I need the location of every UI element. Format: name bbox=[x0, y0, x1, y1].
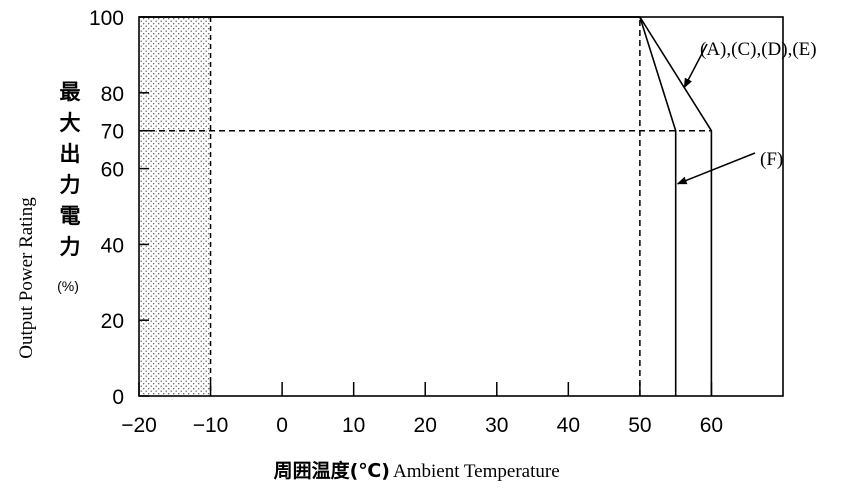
x-tick-label: −10 bbox=[193, 414, 229, 437]
y-axis-label-char: 力 bbox=[60, 235, 81, 259]
y-axis-label-en: Output Power Rating bbox=[16, 197, 37, 359]
x-axis-label-jp: 周囲温度(℃) bbox=[274, 459, 390, 482]
y-tick-label: 40 bbox=[101, 234, 124, 257]
annotations: (A),(C),(D),(E) (F) bbox=[676, 39, 817, 185]
y-axis: 0 20 40 60 70 80 100 bbox=[89, 7, 149, 409]
y-axis-label-char: 最 bbox=[60, 80, 82, 104]
x-tick-label: 30 bbox=[485, 414, 508, 437]
x-tick-label: 20 bbox=[414, 414, 437, 437]
annotation-label-F: (F) bbox=[760, 149, 783, 170]
series-line-1 bbox=[139, 16, 677, 396]
y-axis-label-unit: (%) bbox=[57, 278, 79, 294]
y-tick-label: 20 bbox=[101, 310, 124, 333]
x-tick-label: 40 bbox=[557, 414, 580, 437]
x-tick-label: −20 bbox=[121, 414, 157, 437]
y-tick-label: 70 bbox=[101, 121, 124, 144]
series-layer bbox=[139, 16, 713, 396]
y-axis-label-char: 大 bbox=[60, 111, 81, 135]
annotation-arrow-F bbox=[676, 152, 756, 185]
series-line-0 bbox=[139, 16, 713, 396]
y-axis-label-char: 出 bbox=[60, 142, 81, 166]
y-tick-label: 80 bbox=[101, 83, 124, 106]
reference-lines bbox=[139, 17, 712, 396]
y-tick-label: 60 bbox=[101, 159, 124, 182]
y-axis-label-char: 力 bbox=[60, 173, 81, 197]
x-tick-label: 0 bbox=[276, 414, 288, 437]
annotation-arrow-ACDE bbox=[683, 43, 708, 89]
shaded-region bbox=[139, 17, 211, 396]
plot-frame bbox=[138, 16, 784, 397]
x-tick-label: 50 bbox=[628, 414, 651, 437]
y-axis-label-char: 電 bbox=[60, 204, 81, 228]
y-tick-label: 100 bbox=[89, 7, 124, 30]
annotation-label-ACDE: (A),(C),(D),(E) bbox=[700, 39, 817, 60]
x-tick-label: 10 bbox=[342, 414, 365, 437]
y-tick-label: 0 bbox=[112, 386, 124, 409]
x-axis-label-en: Ambient Temperature bbox=[393, 461, 560, 482]
x-axis: −20 −10 0 10 20 30 40 50 60 bbox=[121, 382, 723, 437]
x-tick-label: 60 bbox=[700, 414, 723, 437]
